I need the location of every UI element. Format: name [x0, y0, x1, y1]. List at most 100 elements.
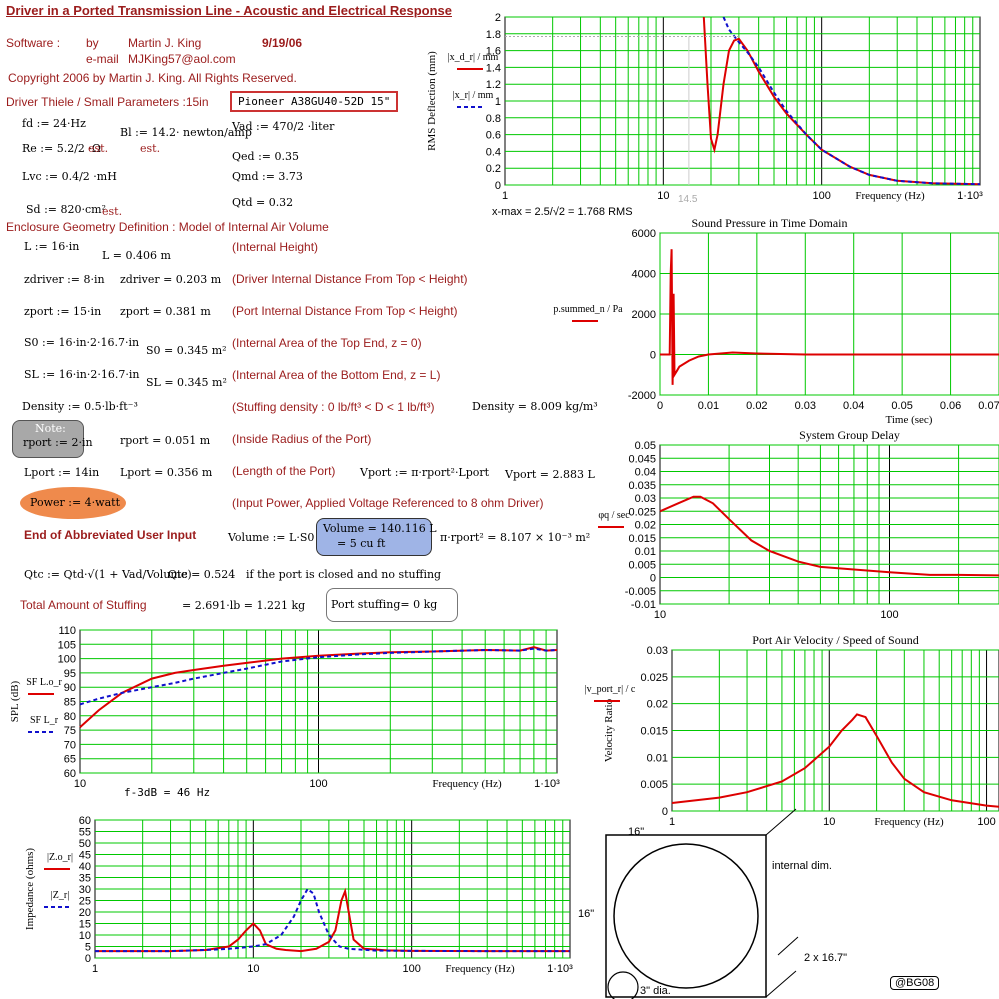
geom-def-rport[interactable]: rport := 2·in	[23, 436, 93, 449]
chart-1-ytick: 2000	[632, 309, 656, 321]
chart-2-legend-label: φq / sec	[598, 510, 630, 521]
geom-def-zdriver[interactable]: zdriver := 8·in	[24, 273, 105, 286]
param-fd[interactable]: fd := 24·Hz	[22, 117, 86, 130]
chart-5-ytick: 20	[79, 907, 91, 919]
param-lvc[interactable]: Lvc := 0.4/2 ·mH	[22, 170, 117, 183]
chart-5-ytick: 55	[79, 827, 91, 839]
chart-2-ytick: 0.03	[635, 493, 656, 505]
chart-0-xtick: 1·10³	[957, 190, 983, 202]
geom-def-density[interactable]: Density := 0.5·lb·ft⁻³	[22, 400, 138, 413]
chart-3-legend-label: SF L_r	[30, 715, 59, 726]
chart-2-ytick: 0.04	[635, 467, 656, 479]
chart-3-legend-label: SF L.o_r	[26, 677, 62, 688]
port-circle	[607, 971, 639, 999]
dim-depth: 2 x 16.7"	[804, 952, 848, 964]
chart-0-legend-label: |x_d_r| / mm	[448, 52, 499, 63]
chart-4-ytick: 0.005	[640, 779, 668, 791]
chart-0-ytick: 1.6	[486, 46, 501, 58]
qtc-val: Qtc = 0.524	[168, 568, 236, 581]
param-vas[interactable]: Vad := 470/2 ·liter	[232, 120, 335, 133]
by-label: by	[86, 36, 99, 50]
geom-val-zdriver: zdriver = 0.203 m	[120, 273, 222, 286]
power-field[interactable]: Power := 4·watt	[20, 487, 126, 519]
note-box[interactable]: Note: rport := 2·in	[12, 420, 93, 458]
chart-0-ytick: 0.2	[486, 163, 501, 175]
chart-4-legend-label: |v_port_r| / c	[585, 684, 636, 695]
chart-3-ytick: 95	[64, 668, 76, 680]
chart-5-ytick: 10	[79, 930, 91, 942]
chart-5-ytick: 40	[79, 861, 91, 873]
chart-4-ylabel: Velocity Ratio	[603, 698, 615, 762]
chart-3-ytick: 80	[64, 711, 76, 723]
sd-est-label: est.	[102, 205, 123, 218]
chart-3-xtick: 10	[74, 778, 86, 790]
volume-box: Volume = 140.116 L = 5 cu ft	[316, 518, 437, 556]
chart-3-ytick: 60	[64, 768, 76, 780]
chart-1-xtick: 0	[657, 400, 663, 412]
geom-desc-s0: (Internal Area of the Top End, z = 0)	[232, 336, 422, 350]
chart-0-ytick: 0.4	[486, 146, 501, 158]
chart-0-xtick: 1	[502, 190, 508, 202]
chart-0-series-1	[722, 16, 981, 186]
chart-0-ytick: 1.4	[486, 62, 501, 74]
port-area: π·rport² = 8.107 × 10⁻³ m²	[440, 531, 591, 544]
chart-5-series-1	[95, 887, 570, 953]
chart-5-xlabel: Frequency (Hz)	[445, 963, 515, 975]
geom-def-zport[interactable]: zport := 15·in	[24, 305, 102, 318]
chart-0-xtick: 10	[657, 190, 669, 202]
date: 9/19/06	[262, 36, 303, 50]
chart-0-ytick: 1.2	[486, 79, 501, 91]
chart-4-ytick: 0.025	[640, 672, 668, 684]
chart-5-ytick: 60	[79, 815, 91, 827]
chart-4-ytick: 0.03	[647, 645, 668, 657]
driver-circle	[613, 843, 759, 989]
geom-desc-lport: (Length of the Port)	[232, 464, 336, 478]
geom-desc-zport: (Port Internal Distance From Top < Heigh…	[232, 304, 458, 318]
depth-line-top	[765, 808, 797, 836]
stuffing-label: Total Amount of Stuffing	[20, 598, 147, 612]
chart-5-xtick: 1	[92, 963, 98, 975]
chart-4-ytick: 0.015	[640, 726, 668, 738]
chart-0-ytick: 1	[495, 96, 501, 108]
param-sd[interactable]: Sd := 820·cm²	[26, 203, 106, 216]
chart-5-ytick: 35	[79, 873, 91, 885]
param-qed[interactable]: Qed := 0.35	[232, 150, 299, 163]
chart-2-ytick: 0.025	[628, 506, 656, 518]
chart-3-ytick: 70	[64, 739, 76, 751]
email-link[interactable]: MJKing57@aol.com	[128, 52, 236, 66]
re-est-label: est.	[88, 142, 109, 155]
chart-3-ytick: 100	[58, 654, 76, 666]
param-bl[interactable]: Bl := 14.2· newton/amp	[120, 126, 252, 139]
geom-def-sl[interactable]: SL := 16·in·2·16.7·in	[24, 368, 140, 381]
chart-4-ytick: 0.02	[647, 699, 668, 711]
volume-val: Volume = 140.116 L	[323, 522, 437, 535]
depth-line-bottom	[765, 970, 797, 998]
chart-0-legend-label: |x_r| / mm	[453, 90, 494, 101]
note-label: Note:	[35, 422, 66, 435]
power-def: Power := 4·watt	[30, 496, 120, 509]
chart-0-xtick: 100	[812, 190, 830, 202]
chart-3-ytick: 65	[64, 754, 76, 766]
geom-def-lport[interactable]: Lport := 14in	[24, 466, 100, 479]
geom-val-rport: rport = 0.051 m	[120, 434, 211, 447]
driver-name-field[interactable]: Pioneer A38GU40-52D 15"	[230, 91, 399, 112]
geom-desc-height: (Internal Height)	[232, 240, 319, 254]
geom-desc-density: (Stuffing density : 0 lb/ft³ < D < 1 lb/…	[232, 400, 435, 414]
chart-5-ytick: 0	[85, 953, 91, 965]
bl-est-label: est.	[140, 142, 161, 155]
chart-3-series-0	[79, 646, 558, 728]
badge: @BG08	[890, 976, 940, 990]
chart-1-ytick: 0	[650, 350, 656, 362]
param-qmd[interactable]: Qmd := 3.73	[232, 170, 303, 183]
param-re[interactable]: Re := 5.2/2 ·Ω	[22, 142, 102, 155]
geom-def-s0[interactable]: S0 := 16·in·2·16.7·in	[24, 336, 140, 349]
geom-val-sl: SL = 0.345 m²	[146, 376, 227, 389]
geom-def-height[interactable]: L := 16·in	[24, 240, 80, 253]
chart-3-ytick: 110	[58, 625, 76, 637]
chart-1-xtick: 0.07	[978, 400, 999, 412]
chart-1-ytick: 6000	[632, 228, 656, 240]
geom-desc-zdriver: (Driver Internal Distance From Top < Hei…	[232, 272, 468, 286]
chart-4-ytick: 0.01	[647, 752, 668, 764]
chart-0-ytick: 0.8	[486, 113, 501, 125]
chart-1-xtick: 0.03	[795, 400, 816, 412]
